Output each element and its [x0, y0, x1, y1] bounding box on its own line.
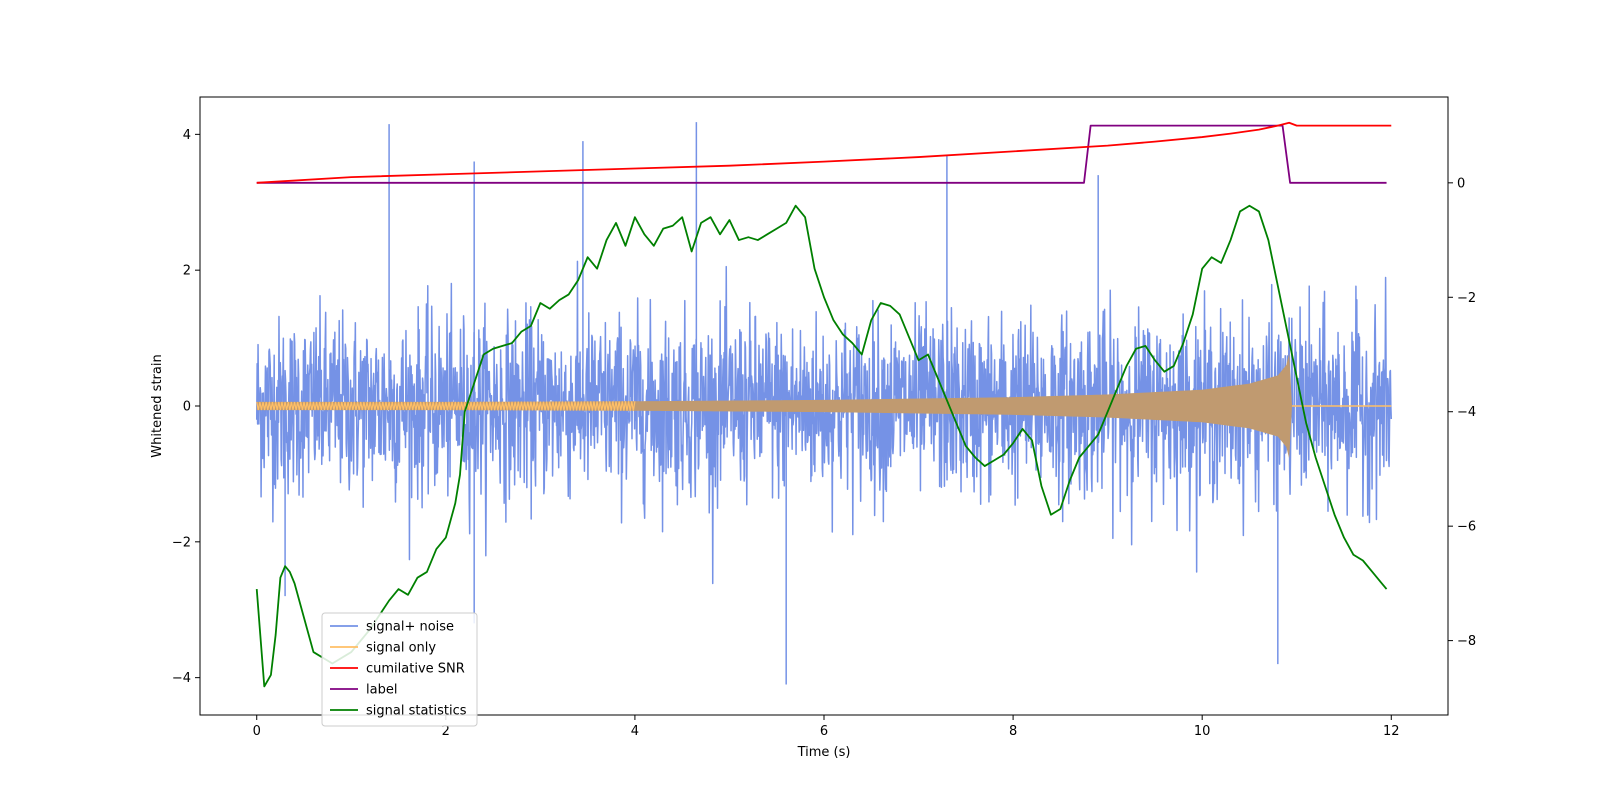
x-tick-label-1: 2: [442, 724, 450, 739]
legend-label-1: signal only: [366, 641, 436, 656]
legend-label-2: cumilative SNR: [366, 662, 465, 677]
series-right-axis-group: [255, 121, 1392, 688]
y-tick-label-right-3: −2: [1457, 291, 1476, 306]
plot-area: [255, 121, 1393, 688]
legend: signal+ noise signal only cumilative SNR la…: [321, 612, 478, 727]
y-tick-label-right-1: −6: [1457, 520, 1476, 535]
y-tick-label-left-3: 2: [183, 264, 191, 279]
legend-box: [321, 612, 478, 727]
y-tick-label-left-2: 0: [183, 400, 191, 415]
x-axis-label: Time (s): [797, 745, 851, 760]
y-axis-right: −8 −6 −4 −2 0: [1448, 176, 1476, 649]
y-tick-label-right-0: −8: [1457, 634, 1476, 649]
series-signal-only: [256, 353, 1392, 459]
legend-label-0: signal+ noise: [366, 620, 454, 635]
y-tick-label-left-4: 4: [183, 128, 191, 143]
series-line-label: [256, 124, 1387, 184]
legend-label-3: label: [366, 683, 397, 698]
x-tick-label-0: 0: [253, 724, 261, 739]
x-tick-label-4: 8: [1009, 724, 1017, 739]
signal-only-envelope: [256, 353, 1392, 459]
y-axis-label: Whitened strain: [150, 354, 165, 457]
x-tick-label-2: 4: [631, 724, 639, 739]
x-tick-label-5: 10: [1194, 724, 1211, 739]
y-tick-label-right-2: −4: [1457, 405, 1476, 420]
series-line-signal-statistics: [255, 204, 1388, 688]
y-tick-label-left-0: −4: [172, 671, 191, 686]
y-axis-left: −4 −2 0 2 4: [172, 128, 200, 686]
x-tick-label-3: 6: [820, 724, 828, 739]
y-tick-label-left-1: −2: [172, 535, 191, 550]
legend-label-4: signal statistics: [366, 704, 467, 719]
x-tick-label-6: 12: [1383, 724, 1400, 739]
y-tick-label-right-4: 0: [1457, 176, 1465, 191]
series-line-cumilative-snr: [256, 121, 1392, 184]
signal-only-line: [256, 401, 636, 411]
